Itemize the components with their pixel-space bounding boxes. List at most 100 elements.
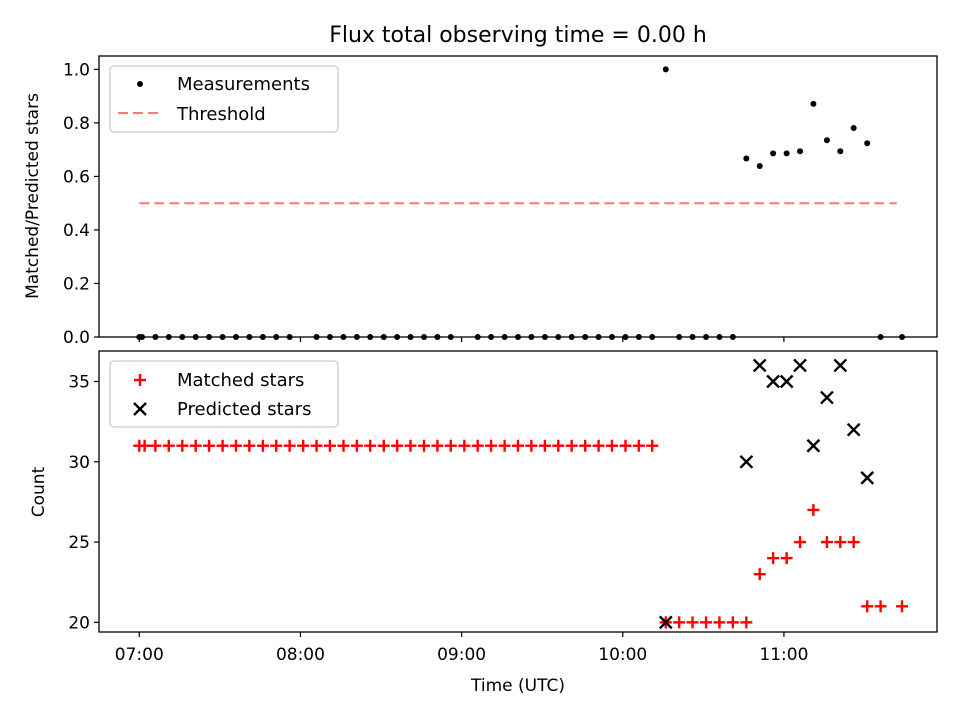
measurement-point	[662, 66, 669, 73]
y-tick-label: 20	[68, 613, 90, 633]
matched-star-point	[337, 439, 350, 452]
matched-star-point	[297, 439, 310, 452]
matched-star-point	[243, 439, 256, 452]
legend-predicted-marker	[133, 402, 147, 416]
top-y-axis-label: Matched/Predicted stars	[23, 93, 43, 299]
matched-star-point	[485, 439, 498, 452]
matched-star-point	[632, 439, 645, 452]
matched-star-point	[471, 439, 484, 452]
x-tick-label: 07:00	[115, 645, 164, 665]
y-tick-label: 0.2	[63, 274, 90, 294]
matched-star-point	[310, 439, 323, 452]
top-panel: Flux total observing time = 0.00 h Match…	[23, 23, 938, 348]
matched-star-point	[512, 439, 524, 452]
top-plot-frame	[98, 55, 938, 338]
predicted-star-point	[779, 374, 794, 389]
y-tick-label: 35	[68, 373, 90, 393]
matched-star-point	[283, 439, 296, 452]
matched-star-point	[579, 439, 592, 452]
matched-star-point	[270, 439, 283, 452]
bottom-legend-box	[109, 360, 339, 428]
predicted-star-point	[752, 358, 767, 373]
matched-star-point	[364, 439, 377, 452]
y-tick-label: 0.8	[63, 114, 90, 134]
matched-star-point	[458, 439, 471, 452]
matched-star-point	[847, 536, 860, 549]
matched-star-point	[391, 439, 404, 452]
matched-star-point	[256, 439, 269, 452]
y-tick-label: 30	[68, 453, 90, 473]
matched-star-point	[404, 439, 417, 452]
bottom-legend: Matched stars Predicted stars	[109, 360, 339, 428]
measurement-point	[743, 155, 750, 162]
matched-star-point	[418, 439, 431, 452]
matched-star-point	[444, 439, 457, 452]
x-axis-label: Time (UTC)	[470, 676, 565, 696]
top-y-ticks: 0.0 0.2 0.4 0.6 0.8 1.0	[63, 60, 99, 348]
legend-matched-marker	[134, 374, 146, 386]
measurement-point	[810, 100, 817, 107]
matched-star-point	[592, 439, 605, 452]
chart-title: Flux total observing time = 0.00 h	[329, 23, 707, 48]
matched-star-point	[203, 439, 216, 452]
matched-star-point	[861, 600, 874, 613]
matched-star-point	[138, 439, 151, 452]
y-tick-label: 0.4	[63, 221, 90, 241]
legend-measurements-marker	[137, 81, 143, 87]
matched-star-point	[874, 600, 887, 613]
top-legend-box	[109, 65, 339, 133]
x-tick-label: 09:00	[437, 645, 486, 665]
x-tick-label: 10:00	[598, 645, 647, 665]
matched-star-point	[552, 439, 565, 452]
predicted-star-point	[860, 471, 875, 485]
predicted-star-point	[846, 422, 861, 437]
top-x-ticks	[138, 337, 785, 342]
matched-star-point	[807, 503, 820, 516]
predicted-star-point	[793, 358, 807, 373]
y-tick-label: 25	[68, 533, 90, 553]
measurement-point	[864, 140, 871, 147]
matched-star-point	[565, 439, 578, 452]
bottom-x-ticks: 07:00 08:00 09:00 10:00 11:00	[115, 632, 808, 665]
matched-star-point	[431, 439, 444, 452]
bottom-y-ticks: 20 25 30 35	[68, 373, 99, 633]
matched-star-point	[605, 439, 618, 452]
legend-measurements-label: Measurements	[177, 74, 310, 95]
measurement-point	[756, 162, 763, 169]
matched-star-point	[713, 616, 726, 629]
matched-star-point	[189, 439, 202, 452]
matched-star-point	[377, 439, 390, 452]
matched-star-point	[726, 616, 739, 629]
predicted-star-point	[820, 390, 834, 405]
matched-star-point	[820, 536, 833, 549]
y-tick-label: 0.0	[63, 328, 90, 348]
y-tick-label: 0.6	[63, 167, 90, 187]
predicted-star-point	[766, 374, 780, 389]
matched-star-point	[740, 616, 753, 629]
matched-star-point	[498, 439, 511, 452]
measurement-point	[823, 137, 830, 144]
predicted-stars-series	[658, 358, 875, 630]
matched-star-point	[323, 439, 336, 452]
legend-matched-label: Matched stars	[177, 370, 304, 391]
matched-star-point	[538, 439, 551, 452]
matched-star-point	[525, 439, 538, 452]
measurement-point	[837, 148, 844, 155]
matched-star-point	[794, 536, 807, 549]
matched-star-point	[896, 600, 909, 613]
legend-threshold-label: Threshold	[176, 104, 266, 125]
matched-stars-series	[133, 439, 909, 629]
measurement-point	[783, 150, 790, 157]
x-tick-label: 08:00	[276, 645, 325, 665]
matched-star-point	[673, 616, 686, 629]
matched-star-point	[686, 616, 699, 629]
matched-star-point	[753, 568, 766, 581]
measurement-point	[797, 148, 804, 155]
matched-star-point	[350, 439, 363, 452]
measurement-point	[770, 150, 777, 157]
matched-star-point	[646, 439, 659, 452]
legend-predicted-label: Predicted stars	[177, 399, 311, 420]
matched-star-point	[229, 439, 242, 452]
matched-star-point	[700, 616, 713, 629]
